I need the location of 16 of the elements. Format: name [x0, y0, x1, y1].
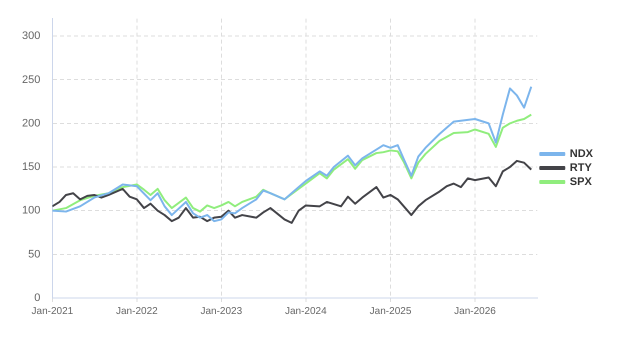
x-tick-label: Jan-2025	[370, 306, 412, 317]
x-tick-label: Jan-2023	[200, 306, 243, 317]
legend-label: SPX	[570, 176, 592, 188]
x-tick-label: Jan-2024	[284, 306, 328, 317]
y-tick-label: 150	[22, 161, 40, 174]
y-tick-label: 300	[22, 30, 40, 42]
legend-label: NDX	[570, 148, 594, 160]
y-tick-label: 50	[28, 248, 40, 260]
x-tick-label: Jan-2022	[116, 306, 158, 317]
y-tick-label: 100	[22, 204, 40, 217]
legend-label: RTY	[570, 162, 592, 174]
y-tick-label: 200	[22, 117, 40, 130]
y-tick-label: 250	[22, 74, 40, 86]
y-tick-label: 0	[34, 292, 40, 304]
x-tick-label: Jan-2021	[32, 306, 74, 317]
x-tick-label: Jan-2026	[454, 306, 496, 317]
